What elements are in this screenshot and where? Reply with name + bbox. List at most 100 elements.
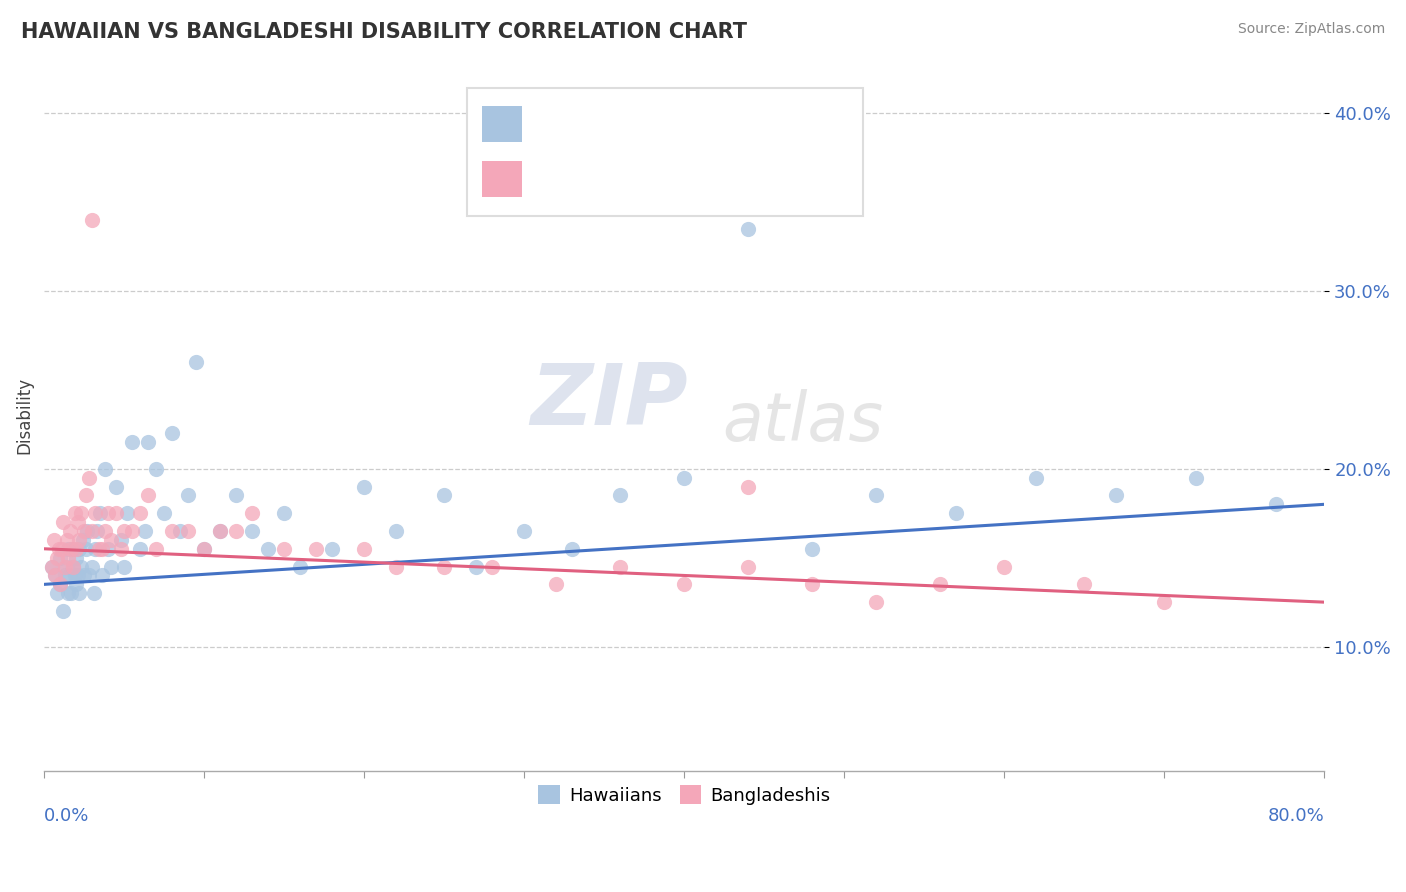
Point (129, 506, 152, 520)
Point (42, 533, 65, 547)
Text: HAWAIIAN VS BANGLADESHI DISABILITY CORRELATION CHART: HAWAIIAN VS BANGLADESHI DISABILITY CORRE… (21, 22, 747, 42)
Point (1025, 470, 1047, 484)
Point (225, 488, 247, 502)
Text: 80.0%: 80.0% (1268, 806, 1324, 825)
Point (129, 541, 152, 556)
Point (609, 488, 631, 502)
Point (153, 506, 176, 520)
Point (160, 426, 183, 441)
Point (84, 541, 107, 556)
Point (82, 212, 104, 227)
Point (51, 541, 73, 556)
Point (67, 586, 90, 600)
Point (65, 577, 87, 591)
Point (44, 568, 66, 582)
Point (62, 559, 84, 574)
Point (82, 559, 104, 574)
Point (673, 577, 696, 591)
Point (513, 524, 536, 538)
Point (100, 559, 122, 574)
Point (193, 541, 215, 556)
Point (62, 541, 84, 556)
Point (240, 524, 263, 538)
Point (44, 568, 66, 582)
Point (801, 577, 824, 591)
Point (63, 568, 86, 582)
Point (77, 470, 100, 484)
Point (67, 533, 90, 547)
Point (105, 506, 128, 520)
Point (1073, 577, 1095, 591)
Point (83, 586, 105, 600)
Point (84, 506, 107, 520)
Point (65, 550, 87, 565)
Point (385, 559, 408, 574)
Point (1185, 470, 1208, 484)
Point (117, 506, 139, 520)
Point (82, 524, 104, 538)
Point (1265, 497, 1288, 511)
Point (209, 524, 232, 538)
Point (134, 524, 156, 538)
Point (177, 488, 200, 502)
Point (121, 524, 143, 538)
Point (110, 541, 132, 556)
Point (49, 577, 72, 591)
Point (737, 479, 759, 493)
Point (145, 461, 167, 475)
Point (993, 559, 1015, 574)
Point (56, 586, 79, 600)
Point (1105, 488, 1128, 502)
Point (169, 524, 191, 538)
Point (66, 515, 89, 529)
Point (433, 488, 456, 502)
Point (240, 506, 263, 520)
Point (56, 541, 79, 556)
Point (70, 559, 93, 574)
Point (49, 550, 72, 565)
Point (70, 506, 93, 520)
Legend: Hawaiians, Bangladeshis: Hawaiians, Bangladeshis (531, 778, 838, 812)
Point (609, 559, 631, 574)
Point (288, 559, 311, 574)
Point (110, 533, 132, 547)
Point (62, 559, 84, 574)
Point (41, 559, 63, 574)
Point (273, 506, 295, 520)
Point (66, 568, 89, 582)
Point (112, 559, 135, 574)
Point (186, 355, 208, 369)
Point (353, 479, 375, 493)
Point (97, 541, 120, 556)
Point (45, 586, 67, 600)
Point (160, 524, 183, 538)
Text: atlas: atlas (723, 390, 884, 456)
Point (75, 541, 97, 556)
Point (76, 524, 98, 538)
Point (65, 541, 87, 556)
Point (929, 577, 952, 591)
Point (112, 524, 135, 538)
Point (59, 568, 82, 582)
Point (273, 541, 295, 556)
Point (90, 541, 112, 556)
Point (94, 461, 117, 475)
Point (73, 524, 96, 538)
Point (105, 479, 128, 493)
Point (52, 515, 75, 529)
Point (86, 524, 108, 538)
Point (321, 541, 343, 556)
Point (52, 604, 75, 618)
Text: ZIP: ZIP (530, 359, 689, 442)
Point (305, 541, 328, 556)
Point (136, 435, 159, 450)
Point (53, 568, 76, 582)
Point (1153, 595, 1175, 609)
Point (193, 541, 215, 556)
Point (49, 577, 72, 591)
Point (945, 506, 967, 520)
Point (97, 506, 120, 520)
Point (737, 559, 759, 574)
Point (353, 541, 375, 556)
Point (90, 568, 112, 582)
